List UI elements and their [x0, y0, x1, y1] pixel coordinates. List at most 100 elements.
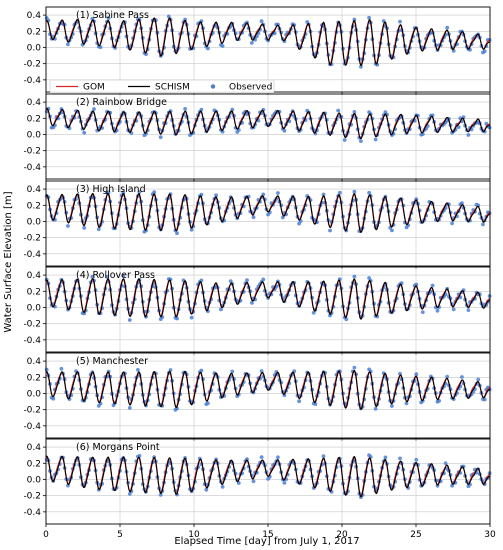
y-tick-label: 0.0 — [27, 389, 42, 399]
observed-point — [66, 42, 70, 47]
y-tick-label: 0.4 — [27, 443, 42, 453]
observed-point — [189, 315, 194, 320]
observed-point — [445, 374, 450, 379]
observed-point — [276, 455, 280, 460]
observed-point — [214, 193, 219, 198]
y-tick-label: -0.4 — [23, 250, 41, 260]
observed-point — [390, 228, 394, 233]
observed-point — [230, 369, 235, 374]
observed-point — [373, 137, 378, 142]
observed-point — [414, 457, 419, 462]
y-tick-label: 0.4 — [27, 271, 42, 281]
y-tick-label: 0.4 — [27, 11, 42, 21]
observed-point — [460, 375, 464, 379]
observed-point — [152, 190, 157, 195]
observed-point — [450, 221, 454, 226]
observed-point — [420, 310, 425, 314]
observed-point — [373, 406, 378, 411]
observed-point — [367, 276, 371, 280]
observed-point — [460, 201, 464, 206]
observed-point — [251, 479, 256, 484]
panels-group: -0.4 -0.2 0.0 0.2 0.4 (1) Sabine Pass -0.4 -0.2… — [23, 6, 496, 540]
observed-point — [228, 279, 233, 283]
observed-point — [204, 487, 209, 492]
observed-point — [451, 307, 456, 312]
x-tick-label: 0 — [43, 530, 49, 540]
legend-label-gom: GOM — [83, 83, 105, 93]
y-tick-label: -0.2 — [23, 492, 41, 502]
observed-point — [259, 19, 264, 24]
y-tick-label: 0.2 — [27, 27, 41, 37]
x-tick-label: 30 — [484, 530, 496, 540]
observed-point — [352, 274, 357, 279]
legend-label-observed: Observed — [229, 83, 272, 93]
observed-point — [435, 308, 440, 313]
observed-point — [96, 227, 101, 232]
observed-point — [82, 226, 87, 230]
panel-title: (3) High Island — [76, 184, 146, 195]
panel-title: (5) Manchester — [76, 356, 148, 367]
observed-point — [359, 139, 363, 144]
observed-point — [367, 190, 371, 195]
schism-line — [45, 17, 490, 67]
legend-swatch-observed — [210, 84, 216, 89]
observed-point — [175, 231, 179, 236]
y-tick-label: -0.4 — [23, 336, 41, 346]
observed-point — [219, 307, 223, 312]
observed-point — [430, 283, 435, 288]
y-tick-label: 0.4 — [27, 357, 42, 367]
panel-5: -0.4 -0.2 0.0 0.2 0.4 (5) Manchester — [23, 352, 492, 441]
observed-point — [336, 108, 341, 113]
observed-point — [282, 481, 287, 485]
observed-point — [482, 49, 487, 54]
observed-point — [337, 190, 342, 195]
observed-point — [166, 14, 171, 19]
observed-point — [328, 228, 332, 233]
y-tick-label: -0.2 — [23, 234, 41, 244]
observed-point — [90, 274, 95, 279]
panel-1: -0.4 -0.2 0.0 0.2 0.4 (1) Sabine Pass — [23, 6, 492, 95]
observed-point — [59, 366, 64, 371]
observed-point — [352, 189, 357, 194]
observed-point — [466, 133, 471, 137]
panel-4: -0.4 -0.2 0.0 0.2 0.4 (4) Rollover Pass — [23, 266, 492, 355]
observed-point — [261, 277, 266, 282]
schism-line — [45, 370, 490, 410]
observed-point — [359, 64, 363, 69]
observed-point — [105, 275, 109, 279]
observed-point — [199, 368, 204, 373]
observed-point — [313, 402, 318, 406]
observed-point — [121, 273, 126, 278]
y-tick-label: 0.4 — [27, 98, 42, 108]
legend: GOM SCHISM Observed — [49, 79, 275, 94]
observed-point — [206, 401, 210, 406]
y-tick-label: 0.2 — [27, 287, 41, 297]
observed-point — [404, 401, 409, 406]
observed-point — [259, 369, 264, 373]
y-tick-label: 0.4 — [27, 185, 42, 195]
panel-6: -0.4 -0.2 0.0 0.2 0.4 (6) Morgans Point 0 5 10 15… — [23, 438, 496, 540]
observed-point — [311, 310, 316, 315]
y-tick-label: -0.2 — [23, 147, 41, 157]
observed-point — [250, 41, 254, 45]
observed-point — [482, 397, 487, 402]
observed-point — [127, 318, 132, 322]
observed-point — [82, 130, 87, 135]
observed-point — [189, 227, 194, 232]
observed-point — [344, 317, 349, 322]
y-tick-label: -0.4 — [23, 163, 41, 173]
observed-point — [481, 222, 485, 227]
x-tick-label: 15 — [262, 530, 273, 540]
observed-point — [199, 107, 204, 112]
observed-point — [398, 456, 402, 461]
observed-point — [321, 192, 326, 197]
panel-title: (4) Rollover Pass — [76, 270, 155, 281]
x-tick-label: 10 — [188, 530, 200, 540]
y-tick-label: -0.2 — [23, 406, 41, 416]
legend-label-schism: SCHISM — [155, 83, 190, 93]
observed-point — [136, 368, 140, 372]
y-tick-label: -0.2 — [23, 320, 41, 330]
observed-point — [66, 224, 70, 228]
observed-point — [121, 190, 126, 195]
panel-2: -0.4 -0.2 0.0 0.2 0.4 (2) Rainbow Bridge — [23, 93, 492, 182]
